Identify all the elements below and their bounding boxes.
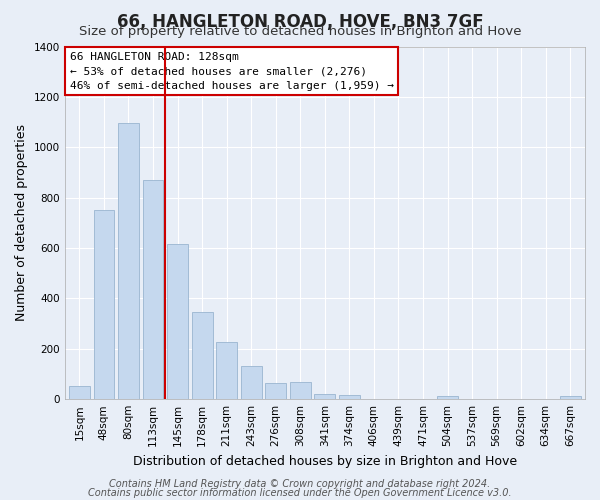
Bar (191, 312, 212, 399)
Bar (437, 396, 458, 399)
Bar (265, 383, 286, 399)
Bar (167, 244, 188, 399)
Bar (216, 342, 237, 399)
Bar (94, 210, 115, 399)
X-axis label: Distribution of detached houses by size in Brighton and Hove: Distribution of detached houses by size … (133, 454, 517, 468)
Bar (143, 180, 163, 399)
Y-axis label: Number of detached properties: Number of detached properties (15, 124, 28, 322)
Text: 66 HANGLETON ROAD: 128sqm
← 53% of detached houses are smaller (2,276)
46% of se: 66 HANGLETON ROAD: 128sqm ← 53% of detac… (70, 52, 394, 90)
Bar (314, 394, 335, 399)
Bar (118, 124, 139, 399)
Bar (339, 394, 360, 399)
Text: Contains public sector information licensed under the Open Government Licence v3: Contains public sector information licen… (88, 488, 512, 498)
Bar (69, 386, 90, 399)
Text: Contains HM Land Registry data © Crown copyright and database right 2024.: Contains HM Land Registry data © Crown c… (109, 479, 491, 489)
Text: Size of property relative to detached houses in Brighton and Hove: Size of property relative to detached ho… (79, 25, 521, 38)
Text: 66, HANGLETON ROAD, HOVE, BN3 7GF: 66, HANGLETON ROAD, HOVE, BN3 7GF (116, 12, 484, 30)
Bar (241, 366, 262, 399)
Bar (560, 396, 581, 399)
Bar (290, 382, 311, 399)
